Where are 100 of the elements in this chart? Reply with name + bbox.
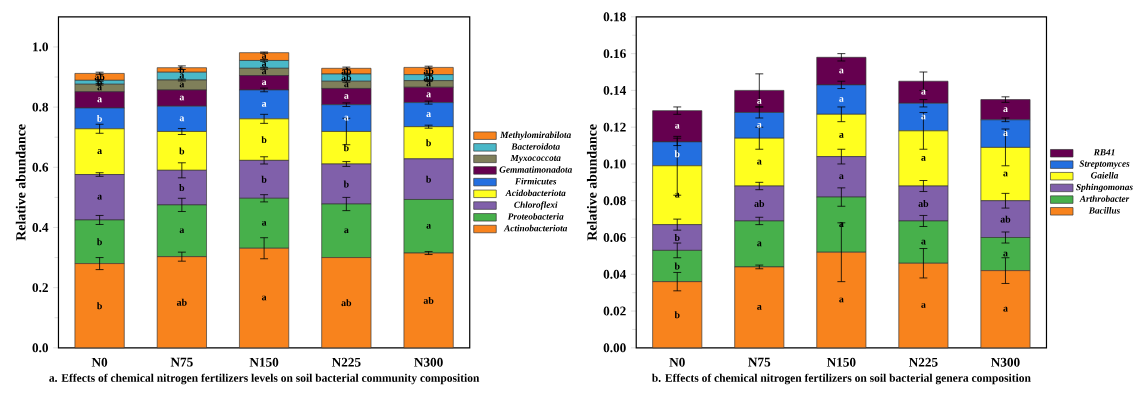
data-label: b	[425, 175, 431, 183]
data-label: b	[343, 144, 349, 152]
data-label: a	[97, 194, 102, 200]
legend-label: Streptomyces	[1079, 160, 1130, 169]
y-tick-label: 0.06	[603, 232, 626, 242]
x-tick-label: N0	[669, 357, 685, 367]
data-label: a	[921, 155, 926, 161]
data-label: ab	[1000, 215, 1011, 223]
y-tick-label: 0.02	[603, 306, 626, 316]
data-label: a	[757, 122, 762, 128]
legend-label: Gemmatimonadota	[499, 166, 572, 173]
data-label: b	[261, 175, 267, 183]
data-label: a	[1003, 107, 1008, 112]
legend-label: Bacillus	[1088, 206, 1120, 214]
legend-label: Acidobacteriota	[505, 189, 566, 196]
legend-label: Actinobacteriota	[503, 224, 568, 232]
data-label: a	[426, 112, 431, 117]
y-tick-label: 0.04	[603, 269, 627, 279]
y-tick-label: 0.00	[603, 343, 626, 353]
y-tick-label: 0.6	[32, 162, 49, 172]
y-tick-label: 0.4	[32, 222, 49, 232]
data-label: b	[425, 139, 431, 147]
data-label: a	[97, 85, 102, 91]
data-label: a	[344, 82, 349, 88]
y-tick-label: 0.2	[32, 282, 48, 292]
data-label: a	[344, 115, 349, 121]
legend-label: Sphingomonas	[1076, 183, 1133, 192]
data-label: a	[344, 228, 349, 233]
x-tick-label: N150	[826, 357, 856, 367]
data-label: a	[1003, 251, 1008, 257]
data-label: b	[261, 135, 267, 143]
x-tick-label: N75	[748, 357, 771, 367]
data-label: a	[757, 304, 762, 310]
x-tick-label: N75	[170, 357, 193, 367]
data-label: a	[921, 239, 926, 245]
data-label: a	[426, 92, 431, 98]
y-tick-label: 0.14	[603, 85, 627, 95]
data-label: b	[179, 147, 185, 155]
data-label: a	[921, 89, 926, 95]
legend-label: Chloroflexi	[514, 201, 558, 210]
data-label: a	[839, 174, 844, 180]
x-tick-label: N150	[249, 357, 279, 367]
data-label: b	[674, 233, 680, 241]
data-label: a	[1003, 131, 1008, 136]
data-label: ab	[423, 67, 434, 75]
data-label: a	[426, 223, 431, 229]
data-label: b	[179, 183, 185, 191]
x-tick-label: N225	[331, 357, 361, 367]
data-label: a	[921, 302, 926, 308]
data-label: a	[179, 228, 185, 233]
x-tick-label: N225	[908, 357, 938, 367]
data-label: a	[757, 159, 762, 165]
legend-label: Firmicutes	[514, 177, 557, 185]
text: a. Effects of chemical nitrogen fertilizers levels on soil bacterial community composition	[49, 373, 480, 385]
legend-label: RB41	[1093, 149, 1115, 156]
data-label: ab	[176, 298, 187, 306]
data-label: a	[839, 297, 844, 303]
data-label: a	[179, 82, 185, 88]
data-label: a	[261, 54, 267, 59]
data-label: a	[261, 80, 267, 85]
legend-label: Methylomirabilota	[500, 131, 571, 140]
legend-label: Gaiella	[1090, 171, 1119, 179]
data-label: a	[261, 69, 267, 75]
y-tick-label: 0.10	[603, 159, 626, 169]
data-label: a	[179, 116, 185, 122]
data-label: b	[674, 262, 680, 270]
data-label: a	[675, 192, 680, 198]
data-label: a	[839, 97, 844, 102]
data-label: a	[261, 295, 267, 301]
data-label: a	[757, 98, 762, 104]
y-tick-label: 0.18	[603, 12, 626, 22]
data-label: a	[426, 81, 431, 87]
y-tick-label: 0.0	[32, 343, 49, 353]
data-label: ab	[918, 199, 929, 207]
data-label: a	[839, 132, 844, 138]
data-label: a	[97, 97, 102, 103]
data-label: a	[261, 101, 267, 107]
data-label: b	[674, 311, 680, 319]
legend-label: Proteobacteria	[507, 212, 564, 220]
data-label: b	[96, 302, 102, 310]
data-label: a	[261, 61, 267, 67]
x-tick-label: N0	[91, 357, 108, 367]
data-label: a	[344, 94, 349, 99]
y-tick-label: 0.12	[603, 122, 626, 132]
x-tick-label: N300	[991, 357, 1020, 367]
data-label: b	[96, 238, 102, 246]
data-label: a	[921, 114, 926, 120]
y-tick-label: 1.0	[33, 42, 49, 52]
data-label: a	[179, 73, 185, 79]
data-label: b	[343, 180, 349, 188]
data-label: a	[261, 220, 267, 226]
data-label: b	[179, 66, 185, 74]
data-label: ab	[341, 73, 352, 81]
data-label: ab	[341, 299, 352, 307]
data-label: a	[757, 241, 762, 247]
y-axis-title: Relative abundance	[15, 124, 26, 241]
y-axis-title: Relative abundance	[586, 124, 597, 241]
x-tick-label: N300	[414, 357, 443, 367]
data-label: a	[97, 149, 102, 154]
y-tick-label: 0.16	[603, 48, 626, 58]
